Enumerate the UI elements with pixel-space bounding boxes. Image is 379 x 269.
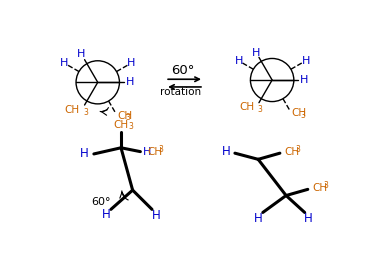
Text: H: H <box>102 208 111 221</box>
Text: 3: 3 <box>295 145 300 154</box>
Text: H: H <box>234 56 243 66</box>
Text: H: H <box>221 145 230 158</box>
Text: 3: 3 <box>323 181 328 190</box>
Text: 60°: 60° <box>171 64 195 77</box>
Text: H: H <box>302 56 310 66</box>
Text: H: H <box>252 48 260 58</box>
Text: CH: CH <box>117 111 132 121</box>
Text: CH: CH <box>147 147 163 157</box>
Text: 3: 3 <box>126 114 130 122</box>
Text: H: H <box>80 147 88 160</box>
Text: H: H <box>77 49 86 59</box>
Text: CH: CH <box>312 183 327 193</box>
Text: H: H <box>304 212 312 225</box>
Text: H: H <box>300 75 308 85</box>
Text: CH: CH <box>285 147 300 157</box>
Text: 60°: 60° <box>91 197 111 207</box>
Text: CH: CH <box>291 108 307 118</box>
Text: H: H <box>60 58 68 68</box>
Text: 3: 3 <box>258 105 263 114</box>
Text: H: H <box>127 58 136 68</box>
Text: 3: 3 <box>83 108 88 117</box>
Text: CH: CH <box>113 120 128 130</box>
Text: H: H <box>143 147 151 157</box>
Text: CH: CH <box>65 105 80 115</box>
Text: 3: 3 <box>158 145 163 154</box>
Text: H: H <box>152 209 160 222</box>
Text: CH: CH <box>240 102 255 112</box>
Text: 3: 3 <box>300 111 305 120</box>
Text: H: H <box>254 212 263 225</box>
Text: rotation: rotation <box>160 87 201 97</box>
Text: H: H <box>126 77 135 87</box>
Text: 3: 3 <box>128 122 133 132</box>
